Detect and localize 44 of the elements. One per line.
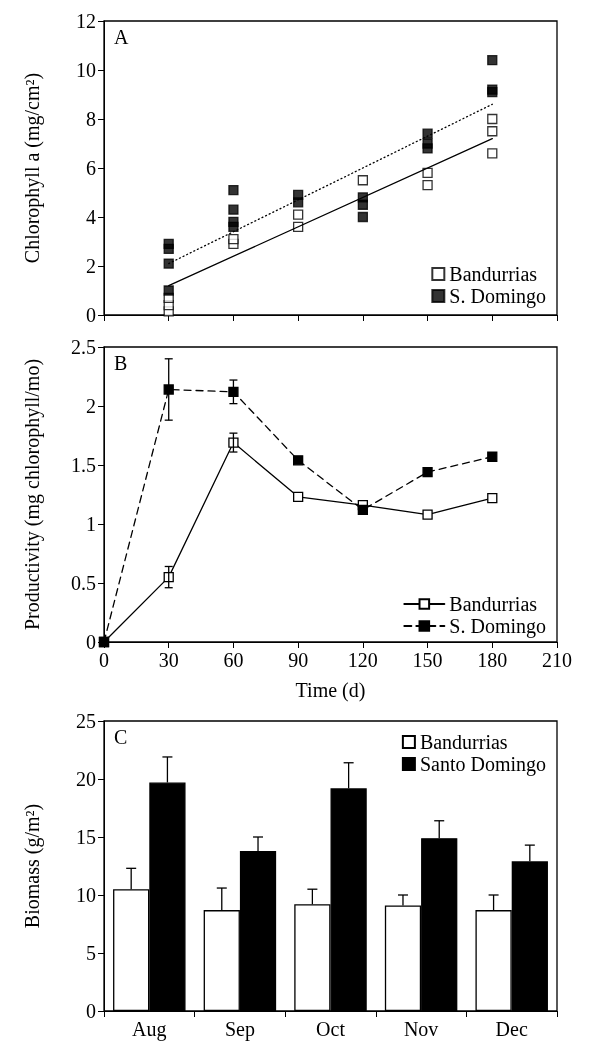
legend-label: S. Domingo	[449, 615, 547, 638]
y-tick-label: 10	[76, 59, 96, 81]
y-tick-label: 1.5	[71, 454, 96, 476]
x-tick-label: 150	[412, 649, 443, 671]
y-axis-title: Chlorophyll a (mg/cm²)	[21, 72, 44, 264]
y-tick-label: 25	[76, 710, 96, 732]
y-axis-title: Biomass (g/m²)	[21, 803, 44, 929]
y-tick-label: 4	[86, 206, 96, 228]
y-tick-label: 12	[76, 10, 96, 32]
x-tick-label: Oct	[316, 1018, 346, 1040]
y-tick-label: 20	[76, 768, 96, 790]
y-tick-label: 0	[86, 304, 96, 326]
y-tick-label: 0.5	[71, 572, 96, 594]
x-tick-label: 180	[477, 649, 508, 671]
x-tick-label: 30	[158, 649, 179, 671]
legend-label: Santo Domingo	[419, 753, 547, 776]
legend-label: Bandurrias	[419, 731, 508, 753]
y-tick-label: 0	[86, 1000, 96, 1022]
y-tick-label: 8	[86, 108, 96, 130]
legend-label: Bandurrias	[449, 593, 538, 615]
y-tick-label: 2	[86, 255, 96, 277]
x-tick-label: 120	[347, 649, 378, 671]
legend-label: Bandurrias	[449, 263, 538, 285]
y-tick-label: 5	[86, 942, 96, 964]
annotation: B	[114, 352, 128, 374]
y-tick-label: 15	[76, 826, 96, 848]
y-tick-label: 1	[86, 513, 96, 535]
x-tick-label: 90	[288, 649, 309, 671]
x-tick-label: Dec	[495, 1018, 528, 1040]
y-tick-label: 6	[86, 157, 96, 179]
x-axis-title: Time (d)	[295, 679, 366, 702]
y-tick-label: 2	[86, 395, 96, 417]
x-tick-label: Nov	[403, 1018, 439, 1040]
y-tick-label: 10	[76, 884, 96, 906]
annotation: A	[114, 26, 129, 48]
legend-label: S. Domingo	[449, 285, 547, 308]
y-axis-title: Productivity (mg chlorophyll/mo)	[21, 358, 44, 631]
x-tick-label: 210	[542, 649, 572, 671]
annotation: C	[114, 726, 128, 748]
x-tick-label: 60	[223, 649, 244, 671]
x-tick-label: Aug	[132, 1018, 167, 1041]
y-tick-label: 0	[86, 631, 96, 653]
x-tick-label: Sep	[224, 1018, 255, 1041]
y-tick-label: 2.5	[71, 336, 96, 358]
